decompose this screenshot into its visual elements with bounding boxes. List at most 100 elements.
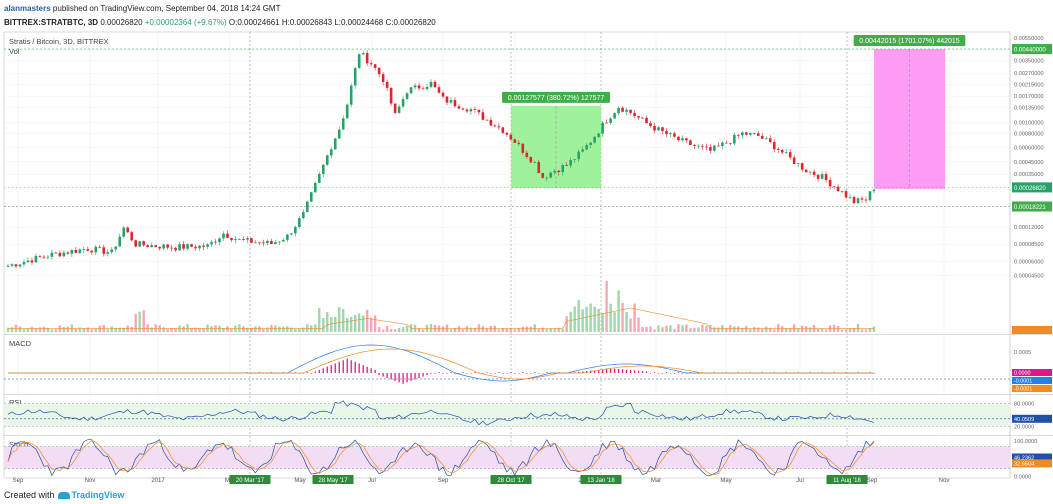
- stoch-k-tag-text: 46.2362: [1014, 456, 1034, 462]
- candle: [250, 237, 253, 244]
- last-price-tag: [1012, 182, 1052, 193]
- x-axis-label: Sep: [867, 478, 878, 484]
- date-badge-text: 13 Jan '18: [587, 478, 615, 484]
- volume-bar: [489, 325, 493, 332]
- candle-body: [505, 132, 509, 135]
- candle: [705, 143, 708, 151]
- support-price-tag-text: 0.00018221: [1014, 205, 1046, 211]
- candle: [381, 72, 385, 86]
- candle-body: [744, 132, 748, 135]
- x-axis-label: Nov: [939, 478, 950, 484]
- volume-bar: [182, 326, 185, 332]
- volume-bar: [10, 327, 14, 332]
- volume-bar: [573, 306, 576, 332]
- candle: [657, 125, 660, 131]
- volume-bar: [637, 317, 640, 332]
- volume-bar: [258, 326, 261, 332]
- price-axis-label: 0.00135000: [1014, 105, 1044, 111]
- candle: [549, 171, 553, 179]
- candle: [349, 83, 353, 107]
- volume-bar: [537, 329, 540, 332]
- candle: [645, 115, 648, 124]
- price-axis-label: 0.00170000: [1014, 94, 1044, 100]
- volume-bar: [78, 327, 82, 332]
- candle-body: [357, 54, 361, 69]
- candle-body: [26, 260, 30, 262]
- volume-bar: [190, 328, 193, 332]
- volume-bar: [677, 324, 680, 332]
- candle-body: [657, 127, 660, 131]
- candle: [130, 230, 134, 242]
- candle: [473, 106, 477, 114]
- support-price-tag: [1012, 201, 1052, 212]
- volume-bar: [441, 326, 445, 332]
- rsi-band: [4, 403, 1010, 427]
- candle: [302, 209, 305, 220]
- candle-body: [748, 132, 752, 135]
- rsi-value-tag: [1012, 414, 1052, 423]
- tradingview-brand[interactable]: TradingView: [71, 490, 125, 500]
- candle-body: [677, 136, 680, 141]
- volume-bar: [741, 327, 744, 332]
- candle: [832, 186, 836, 190]
- macd-signal-tag: [1012, 385, 1052, 392]
- candle-body: [385, 81, 389, 88]
- volume-bar: [126, 325, 129, 332]
- candle: [22, 259, 26, 267]
- macd-line-tag: [1012, 377, 1052, 384]
- candle-body: [329, 149, 333, 156]
- volume-bar: [860, 329, 864, 332]
- candle: [421, 86, 425, 90]
- candle: [453, 97, 457, 108]
- author-link[interactable]: alanmasters: [4, 4, 51, 13]
- candle-body: [94, 246, 98, 253]
- candle-body: [238, 239, 241, 240]
- volume-bar: [114, 328, 117, 332]
- candle-body: [589, 142, 592, 145]
- volume-bar: [828, 325, 832, 332]
- volume-bar: [401, 327, 405, 332]
- candle: [397, 104, 401, 115]
- candle: [557, 169, 561, 176]
- volume-bar: [385, 326, 389, 332]
- candle: [465, 107, 469, 113]
- volume-bar: [569, 311, 572, 332]
- candle: [70, 248, 74, 258]
- candle: [677, 135, 680, 142]
- chart-canvas[interactable]: 0.00127577 (380.72%) 127577 0.00442015 (1…: [0, 30, 1053, 488]
- volume-bar: [94, 328, 97, 332]
- price-axis-label: 0.00350000: [1014, 58, 1044, 64]
- candle-body: [481, 112, 485, 120]
- volume-bar: [298, 328, 301, 332]
- candle: [816, 173, 820, 182]
- candle: [505, 131, 509, 137]
- volume-bar: [389, 329, 393, 332]
- volume-bar: [342, 309, 345, 332]
- candle: [784, 148, 788, 155]
- candle: [389, 87, 393, 107]
- candle: [134, 239, 138, 248]
- volume-bar: [437, 325, 441, 332]
- candle: [393, 103, 397, 115]
- candle: [545, 176, 549, 182]
- volume-bar: [653, 329, 656, 332]
- volume-bar: [673, 329, 676, 332]
- volume-bar: [290, 327, 293, 332]
- candle: [266, 239, 269, 246]
- candle: [681, 135, 684, 143]
- candle-body: [457, 106, 461, 109]
- candle: [270, 238, 273, 245]
- candle: [110, 247, 114, 255]
- volume-bar: [465, 326, 469, 332]
- candle-body: [501, 127, 505, 133]
- volume-bar: [338, 307, 341, 332]
- candle-body: [541, 172, 545, 178]
- candle-body: [333, 138, 337, 150]
- candle: [30, 257, 34, 265]
- candle-body: [86, 249, 90, 251]
- candle-body: [864, 199, 868, 201]
- candle-body: [665, 131, 668, 135]
- volume-bar: [749, 329, 752, 332]
- volume-bar: [58, 325, 62, 332]
- volume-bar: [505, 328, 509, 332]
